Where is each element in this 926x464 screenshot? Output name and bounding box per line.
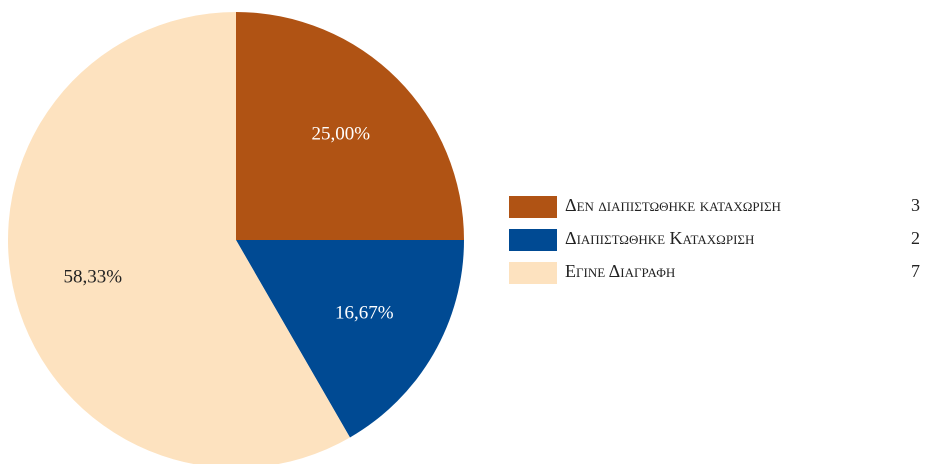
slice-label: 25,00% <box>312 124 371 145</box>
legend-swatch <box>509 229 557 251</box>
pie-slice <box>8 12 350 464</box>
pie-slice <box>236 240 464 438</box>
legend-count: 7 <box>911 261 920 281</box>
legend-label: Δεν διαπιστωθηκε καταχωριση <box>565 195 781 215</box>
legend-label: Διαπιστωθηκε Καταχωριση <box>565 228 754 248</box>
pie-slice <box>236 12 464 240</box>
slice-label: 58,33% <box>64 267 123 288</box>
legend-swatch <box>509 196 557 218</box>
legend-swatch <box>509 262 557 284</box>
legend-count: 2 <box>911 228 920 248</box>
slice-label: 16,67% <box>335 302 394 323</box>
legend-count: 3 <box>911 195 920 215</box>
legend-label: Εγινε Διαγραφη <box>565 261 675 281</box>
